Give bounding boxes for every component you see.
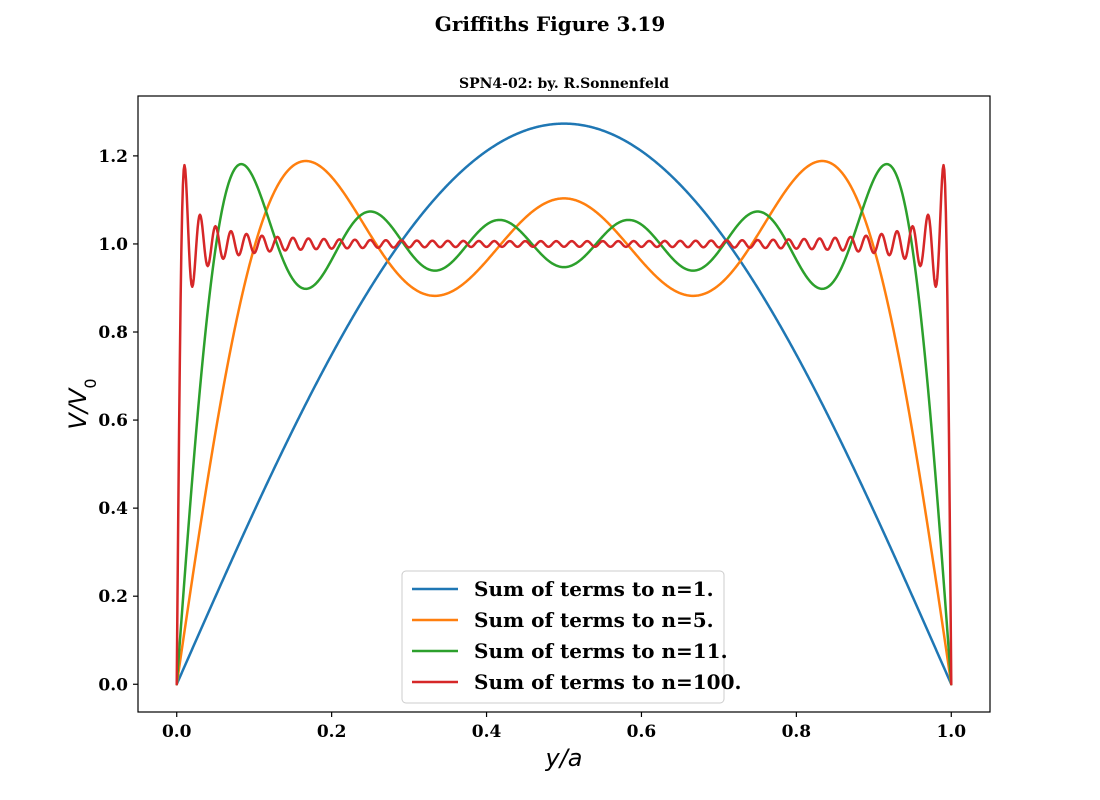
y-axis-label: V/V0 [64,378,100,429]
chart-title: SPN4-02: by. R.Sonnenfeld [459,76,669,92]
series-line-2 [175,159,953,686]
legend-box [401,570,725,704]
y-tick-label: 0.2 [98,587,128,607]
y-tick-label: 1.2 [98,147,128,167]
y-tick-label: 1.0 [98,235,128,255]
legend-label-1: Sum of terms to n=1. [474,577,714,601]
x-tick-label: 1.0 [936,722,966,742]
y-axis-ticks: 0.0 0.2 0.4 0.6 0.8 1.0 1.2 [98,147,138,695]
legend: Sum of terms to n=1. Sum of terms to n=5.… [401,570,741,704]
series-line-1 [175,122,953,686]
axes-frame [137,95,991,713]
figure-suptitle: Griffiths Figure 3.19 [435,12,666,36]
y-tick-label: 0.0 [98,675,128,695]
legend-items: Sum of terms to n=1. Sum of terms to n=5.… [412,577,741,694]
y-axis-label-text: V/V [64,387,92,430]
legend-label-2: Sum of terms to n=5. [474,608,714,632]
x-axis-ticks: 0.0 0.2 0.4 0.6 0.8 1.0 [162,712,966,742]
x-tick-label: 0.0 [162,722,192,742]
plot-lines [175,122,953,686]
series-line-3 [175,162,953,686]
x-tick-label: 0.6 [627,722,657,742]
x-tick-label: 0.8 [782,722,812,742]
x-tick-label: 0.2 [317,722,347,742]
y-tick-label: 0.6 [98,411,128,431]
x-axis-label-text: y/a [545,744,583,772]
y-axis-label-subscript: 0 [81,378,100,388]
y-tick-label: 0.8 [98,323,128,343]
x-axis-label: y/a [545,744,583,772]
x-tick-label: 0.4 [472,722,502,742]
legend-label-4: Sum of terms to n=100. [474,670,741,694]
legend-label-3: Sum of terms to n=11. [474,639,728,663]
series-line-4 [175,163,953,686]
y-tick-label: 0.4 [98,499,128,519]
